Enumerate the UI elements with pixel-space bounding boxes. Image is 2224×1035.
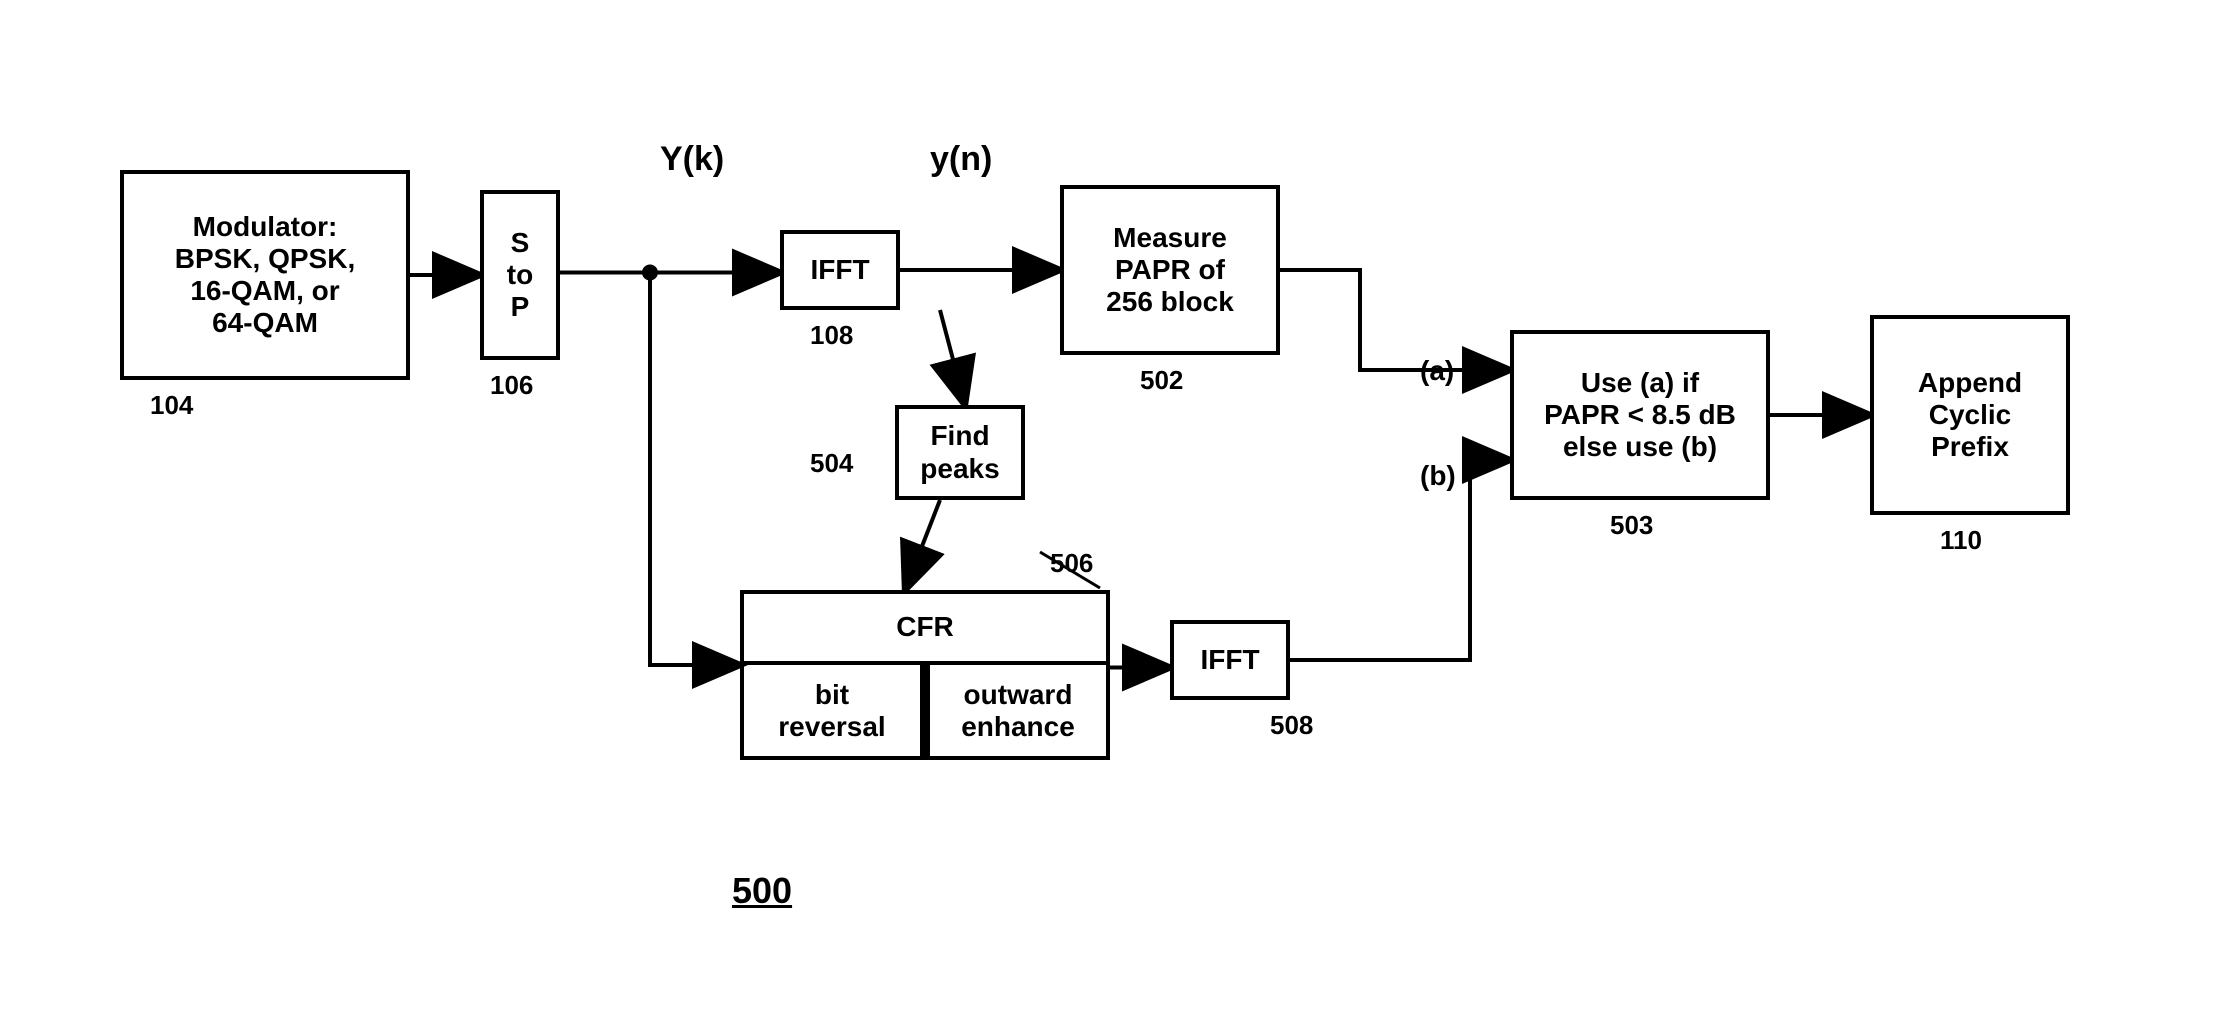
block-cfr-header-text: CFR: [896, 611, 954, 643]
ref-506: 506: [1050, 548, 1093, 579]
ref-110: 110: [1940, 525, 1982, 556]
block-measure-papr: MeasurePAPR of256 block: [1060, 185, 1280, 355]
block-findpeaks-text: Findpeaks: [920, 420, 999, 484]
block-stop-text: StoP: [507, 227, 533, 324]
diagram-stage: Modulator:BPSK, QPSK,16-QAM, or64-QAM St…: [0, 0, 2224, 1035]
block-papr-decision: Use (a) ifPAPR < 8.5 dBelse use (b): [1510, 330, 1770, 500]
block-cfr-outward-enhance: outwardenhance: [924, 661, 1110, 760]
block-modulator: Modulator:BPSK, QPSK,16-QAM, or64-QAM: [120, 170, 410, 380]
block-ifft-1: IFFT: [780, 230, 900, 310]
ref-104: 104: [150, 390, 193, 421]
block-cfr-subs: bitreversal outwardenhance: [740, 661, 1110, 760]
block-ifft1-text: IFFT: [810, 254, 869, 286]
ref-108: 108: [810, 320, 853, 351]
signal-label-yn: y(n): [930, 140, 992, 179]
ref-106: 106: [490, 370, 533, 401]
block-modulator-text: Modulator:BPSK, QPSK,16-QAM, or64-QAM: [175, 211, 355, 340]
ref-502: 502: [1140, 365, 1183, 396]
signal-label-yk: Y(k): [660, 140, 724, 179]
block-ifft2-text: IFFT: [1200, 644, 1259, 676]
block-cfr-header: CFR: [740, 590, 1110, 665]
cfr-bitrev-text: bitreversal: [778, 679, 885, 743]
block-decision-text: Use (a) ifPAPR < 8.5 dBelse use (b): [1544, 367, 1736, 464]
block-serial-to-parallel: StoP: [480, 190, 560, 360]
branch-label-b: (b): [1420, 460, 1456, 492]
block-find-peaks: Findpeaks: [895, 405, 1025, 500]
block-append-cyclic-prefix: AppendCyclicPrefix: [1870, 315, 2070, 515]
block-cfr-bit-reversal: bitreversal: [740, 661, 924, 760]
ref-508: 508: [1270, 710, 1313, 741]
figure-number: 500: [732, 870, 792, 912]
block-cfr: CFR bitreversal outwardenhance: [740, 590, 1110, 760]
block-appendcp-text: AppendCyclicPrefix: [1918, 367, 2022, 464]
branch-label-a: (a): [1420, 355, 1454, 387]
edges-layer: [0, 0, 2224, 1035]
block-measure-text: MeasurePAPR of256 block: [1106, 222, 1234, 319]
cfr-outward-text: outwardenhance: [961, 679, 1075, 743]
ref-503: 503: [1610, 510, 1653, 541]
ref-504: 504: [810, 448, 853, 479]
block-ifft-2: IFFT: [1170, 620, 1290, 700]
